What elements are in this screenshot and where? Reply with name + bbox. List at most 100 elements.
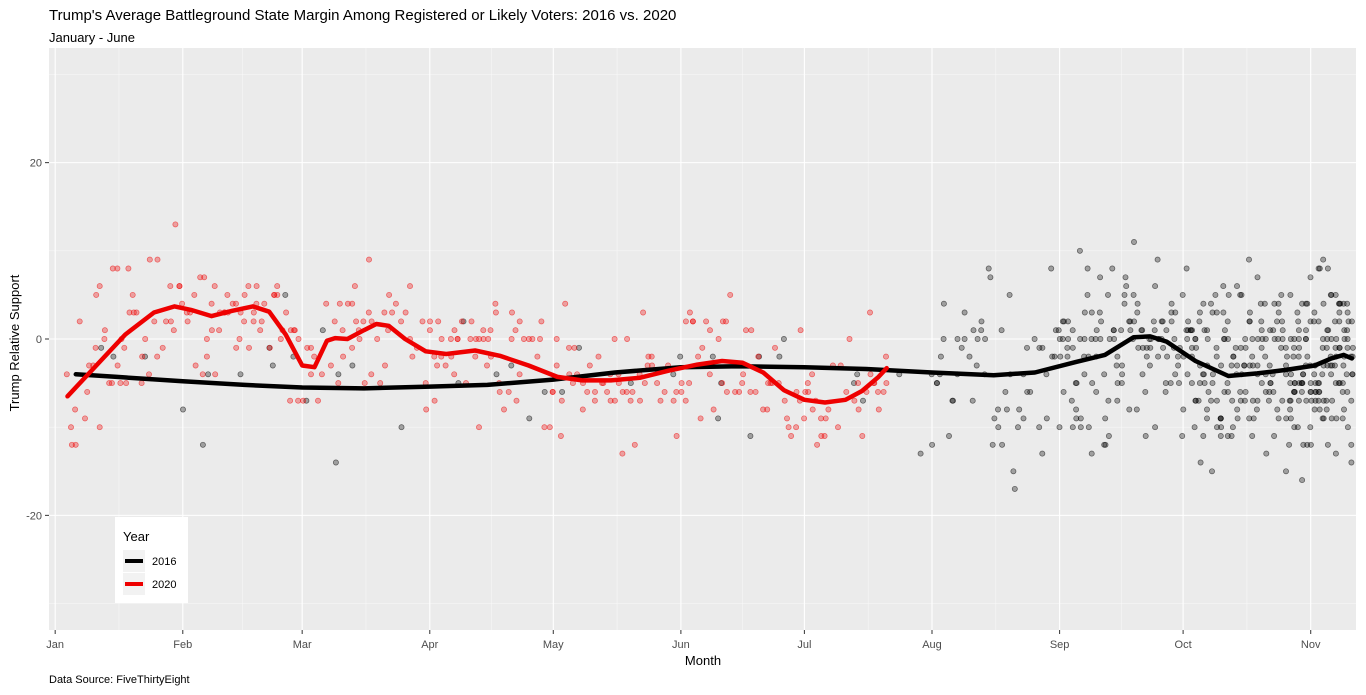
point-2016 [1328, 371, 1335, 378]
point-2016 [1180, 406, 1187, 413]
point-2020 [710, 406, 717, 413]
point-2016 [974, 336, 981, 342]
point-2020 [468, 318, 475, 325]
point-2020 [484, 362, 490, 369]
point-2016 [1225, 291, 1232, 298]
point-2020 [719, 380, 726, 387]
point-2016 [1114, 397, 1121, 404]
point-2020 [435, 318, 442, 325]
y-tick-label: -20 [26, 510, 42, 522]
point-2020 [785, 424, 792, 431]
point-2020 [197, 274, 204, 281]
point-2016 [1010, 468, 1017, 475]
point-2020 [619, 388, 626, 395]
point-2020 [793, 424, 800, 431]
point-2020 [814, 441, 821, 448]
point-2016 [1077, 424, 1084, 431]
point-2020 [678, 388, 685, 395]
point-2016 [1204, 327, 1211, 334]
point-2020 [805, 388, 812, 395]
point-2016 [1002, 388, 1009, 395]
point-2016 [1282, 344, 1289, 351]
point-2016 [1092, 336, 1099, 342]
point-2016 [508, 362, 515, 369]
point-2020 [257, 327, 264, 334]
point-2020 [431, 397, 438, 404]
point-2016 [1114, 380, 1121, 387]
point-2020 [487, 327, 494, 334]
point-2016 [1266, 388, 1273, 395]
point-2020 [740, 371, 747, 378]
point-2016 [1294, 309, 1301, 316]
point-2016 [1290, 353, 1297, 360]
point-2020 [224, 291, 231, 298]
point-2016 [1295, 318, 1302, 325]
point-2016 [335, 371, 342, 378]
point-2016 [1068, 397, 1075, 404]
point-2016 [1241, 362, 1248, 369]
point-2016 [1228, 433, 1235, 439]
point-2016 [1096, 309, 1103, 316]
point-2016 [1249, 353, 1256, 360]
point-2020 [82, 415, 88, 422]
point-2020 [571, 344, 578, 351]
point-2016 [1200, 371, 1207, 378]
point-2016 [1339, 380, 1346, 387]
point-2016 [1134, 309, 1141, 316]
point-2016 [1150, 318, 1157, 325]
legend-label-2020: 2020 [152, 579, 176, 591]
point-2020 [308, 344, 314, 351]
point-2016 [1027, 388, 1034, 395]
point-2016 [180, 406, 186, 413]
point-2016 [940, 300, 947, 307]
point-2020 [308, 371, 314, 378]
point-2020 [386, 291, 393, 298]
point-2016 [1257, 300, 1264, 307]
point-2020 [295, 397, 302, 404]
point-2016 [1043, 415, 1050, 422]
point-2016 [989, 441, 996, 448]
point-2016 [1237, 397, 1244, 404]
point-2016 [1323, 406, 1330, 413]
point-2020 [114, 362, 121, 369]
point-2016 [670, 371, 677, 378]
point-2016 [1320, 336, 1326, 342]
point-2016 [1310, 318, 1317, 325]
point-2020 [654, 380, 661, 387]
point-2020 [191, 291, 198, 298]
point-2016 [1234, 406, 1241, 413]
point-2020 [344, 300, 351, 307]
x-tick-label: Mar [293, 639, 312, 651]
point-2020 [261, 300, 268, 307]
point-2016 [929, 441, 936, 448]
point-2016 [1246, 318, 1253, 325]
point-2016 [1320, 256, 1327, 263]
point-2016 [1191, 424, 1198, 431]
point-2016 [1154, 256, 1161, 263]
point-2020 [126, 309, 133, 316]
point-2016 [1242, 388, 1249, 395]
point-2020 [732, 388, 739, 395]
point-2020 [678, 380, 685, 387]
point-2016 [1118, 380, 1125, 387]
point-2016 [1209, 309, 1216, 316]
point-2020 [351, 283, 358, 290]
point-2020 [673, 388, 680, 395]
point-2020 [627, 397, 634, 404]
point-2020 [707, 327, 713, 334]
point-2016 [1003, 406, 1010, 413]
point-2016 [199, 441, 206, 448]
point-2020 [277, 336, 284, 342]
point-2016 [1016, 406, 1023, 413]
point-2016 [1302, 336, 1309, 342]
point-2020 [139, 353, 146, 360]
chart-subtitle: January - June [49, 30, 135, 45]
point-2020 [686, 380, 693, 387]
x-tick-label: Jul [797, 639, 811, 651]
smooth-lines [65, 304, 1355, 405]
point-2020 [142, 336, 149, 342]
point-2016 [958, 344, 965, 351]
point-2016 [1249, 362, 1256, 369]
point-2020 [392, 300, 399, 307]
point-2016 [1218, 424, 1225, 431]
